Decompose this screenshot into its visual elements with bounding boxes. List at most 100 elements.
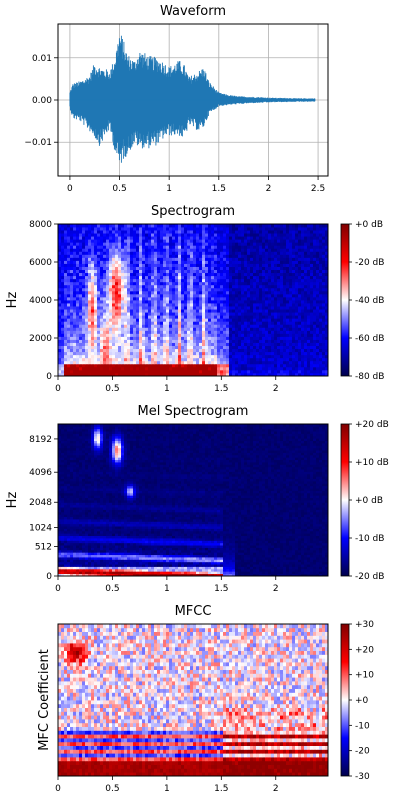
spectrogram-cell [109, 306, 113, 310]
spectrogram-cell [325, 227, 329, 231]
spectrogram-cell [136, 366, 140, 371]
spectrogram-cell [226, 333, 230, 337]
spectrogram-cell [286, 333, 290, 337]
spectrogram-cell [187, 366, 191, 371]
spectrogram-cell [277, 293, 281, 298]
spectrogram-cell [274, 333, 278, 337]
spectrogram-cell [127, 233, 131, 237]
spectrogram-cell [175, 242, 179, 246]
mel-spectrogram-cell [184, 568, 188, 572]
spectrogram-cell [265, 266, 269, 270]
spectrogram-cell [124, 251, 128, 255]
spectrogram-cell [310, 269, 314, 274]
spectrogram-cell [196, 245, 200, 249]
spectrogram-cell [235, 312, 239, 316]
spectrogram-cell [283, 290, 287, 295]
spectrogram-cell [220, 327, 224, 331]
spectrogram-cell [217, 324, 221, 328]
spectrogram-cell [79, 300, 83, 304]
spectrogram-cell [292, 290, 296, 295]
spectrogram-cell [64, 300, 68, 304]
spectrogram-cell [262, 333, 266, 337]
spectrogram-cell [292, 251, 296, 255]
spectrogram-cell [265, 333, 269, 337]
spectrogram-cell [109, 290, 113, 295]
spectrogram-cell [169, 309, 173, 313]
spectrogram-cell [112, 260, 116, 264]
spectrogram-cell [154, 254, 158, 258]
spectrogram-cell [175, 281, 179, 286]
spectrogram-cell [133, 248, 137, 252]
spectrogram-cell [151, 248, 155, 252]
spectrogram-cell [313, 239, 317, 243]
spectrogram-cell [241, 306, 245, 310]
spectrogram-cell [163, 251, 167, 255]
mel-spectrogram-cell [61, 566, 65, 570]
spectrogram-cell [136, 266, 140, 270]
spectrogram-cell [166, 260, 170, 264]
spectrogram-cell [85, 281, 89, 286]
spectrogram-cell [322, 342, 326, 346]
mel-spectrogram-cell [100, 568, 104, 572]
spectrogram-cell [127, 224, 131, 228]
spectrogram-cell [160, 360, 164, 365]
spectrogram-cell [175, 245, 179, 249]
spectrogram-cell [247, 290, 251, 295]
spectrogram-cell [325, 242, 329, 246]
spectrogram-cell [271, 324, 275, 328]
mel-spectrogram-cell [64, 571, 68, 575]
spectrogram-cell [244, 257, 248, 261]
spectrogram-cell [169, 281, 173, 286]
spectrogram-cell [295, 330, 299, 334]
spectrogram-cell [295, 266, 299, 270]
spectrogram-cell [91, 366, 95, 371]
spectrogram-cell [205, 242, 209, 246]
spectrogram-cell [154, 351, 158, 356]
spectrogram-cell [226, 293, 230, 298]
spectrogram-cell [145, 281, 149, 286]
spectrogram-cell [82, 281, 86, 286]
spectrogram-cell [175, 272, 179, 277]
mel-spectrogram-cell [64, 566, 68, 570]
spectrogram-cell [304, 348, 308, 353]
spectrogram-cell [88, 351, 92, 356]
spectrogram-cell [97, 306, 101, 310]
spectrogram-cell [184, 318, 188, 322]
spectrogram-cell [307, 321, 311, 325]
spectrogram-cell [220, 363, 224, 368]
spectrogram-cell [118, 242, 122, 246]
spectrogram-cell [310, 224, 314, 228]
spectrogram-cell [289, 224, 293, 228]
mel-spectrogram-cell [322, 566, 326, 570]
spectrogram-cell [133, 290, 137, 295]
spectrogram-cell [217, 363, 221, 368]
spectrogram-cell [193, 239, 197, 243]
spectrogram-cell [280, 275, 284, 280]
mel-spectrogram-cell [157, 566, 161, 570]
spectrogram-cell [142, 333, 146, 337]
spectrogram-cell [226, 251, 230, 255]
spectrogram-cell [73, 366, 77, 371]
spectrogram-cell [73, 345, 77, 350]
spectrogram-cell [142, 272, 146, 277]
spectrogram-cell [118, 339, 122, 343]
spectrogram-cell [313, 336, 317, 340]
spectrogram-cell [214, 324, 218, 328]
spectrogram-cell [322, 369, 326, 374]
spectrogram-cell [238, 266, 242, 270]
spectrogram-cell [190, 269, 194, 274]
mel-spectrogram-cell [178, 571, 182, 575]
spectrogram-cell [127, 324, 131, 328]
spectrogram-cell [220, 281, 224, 286]
spectrogram-cell [103, 318, 107, 322]
spectrogram-cell [148, 345, 152, 350]
spectrogram-cell [217, 260, 221, 264]
spectrogram-cell [214, 296, 218, 301]
spectrogram-cell [262, 251, 266, 255]
spectrogram-cell [79, 272, 83, 277]
spectrogram-cell [319, 351, 323, 356]
spectrogram-cell [187, 354, 191, 359]
spectrogram-cell [283, 257, 287, 261]
spectrogram-cell [157, 345, 161, 350]
spectrogram-cell [124, 309, 128, 313]
